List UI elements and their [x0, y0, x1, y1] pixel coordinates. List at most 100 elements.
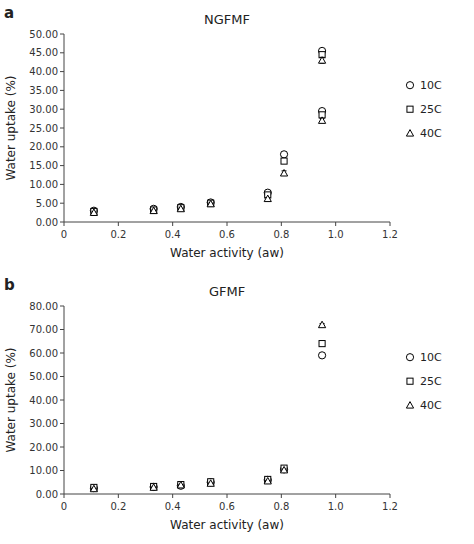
data-point	[207, 199, 214, 206]
chart-title: NGFMF	[204, 12, 250, 27]
legend-label: 25C	[420, 103, 442, 116]
x-tick-label: 0	[61, 501, 67, 512]
x-tick-label: 1.0	[328, 501, 344, 512]
x-tick-label: 1.2	[382, 229, 398, 240]
y-tick-label: 45.00	[29, 47, 58, 58]
data-point	[177, 482, 184, 489]
x-axis-label: Water activity (aw)	[170, 246, 284, 260]
y-tick-label: 40.00	[29, 395, 58, 406]
legend-label: 25C	[420, 375, 442, 388]
legend-label: 40C	[420, 399, 442, 412]
y-tick-label: 70.00	[29, 324, 58, 335]
x-tick	[118, 494, 119, 498]
x-tick-label: 0.4	[165, 229, 181, 240]
data-point	[151, 207, 157, 213]
x-axis-label: Water activity (aw)	[170, 518, 284, 532]
data-point	[90, 485, 97, 491]
data-point	[318, 321, 325, 327]
y-tick-label: 35.00	[29, 85, 58, 96]
x-tick	[335, 222, 336, 226]
data-point	[280, 466, 287, 473]
y-tick-label: 60.00	[29, 348, 58, 359]
data-point	[208, 200, 214, 206]
data-point	[318, 117, 325, 123]
data-point	[177, 205, 184, 211]
legend-label: 40C	[420, 127, 442, 140]
y-tick	[60, 146, 64, 147]
y-tick	[60, 306, 64, 307]
data-point	[319, 341, 325, 347]
x-tick-label: 1.2	[382, 501, 398, 512]
y-tick	[60, 109, 64, 110]
y-tick-label: 10.00	[29, 179, 58, 190]
data-point	[90, 485, 97, 492]
y-tick	[60, 494, 64, 495]
x-tick-label: 0	[61, 229, 67, 240]
legend-marker	[406, 130, 413, 136]
legend-marker	[406, 82, 413, 89]
panel-label: b	[4, 276, 15, 294]
data-point	[281, 158, 287, 164]
y-tick	[60, 128, 64, 129]
y-tick-label: 30.00	[29, 418, 58, 429]
plot-area	[90, 47, 325, 215]
data-point	[280, 170, 287, 176]
data-point	[264, 195, 271, 201]
series	[90, 47, 325, 214]
chart-figure: aNGFMF0.005.0010.0015.0020.0025.0030.003…	[0, 0, 474, 544]
y-tick-label: 80.00	[29, 301, 58, 312]
y-tick	[60, 90, 64, 91]
legend-marker	[407, 378, 413, 384]
series	[90, 57, 325, 216]
x-tick	[64, 222, 65, 226]
y-tick	[60, 52, 64, 53]
data-point	[264, 476, 271, 483]
legend-marker	[407, 106, 413, 112]
x-tick	[172, 222, 173, 226]
x-tick-label: 0.2	[110, 229, 126, 240]
data-point	[151, 483, 157, 489]
y-tick-label: 50.00	[29, 29, 58, 40]
x-tick-label: 0.6	[219, 501, 235, 512]
legend-marker	[406, 402, 413, 408]
x-tick	[227, 494, 228, 498]
data-point	[318, 352, 325, 359]
y-tick	[60, 353, 64, 354]
legend-label: 10C	[420, 351, 442, 364]
y-tick	[60, 470, 64, 471]
data-point	[207, 480, 214, 486]
y-tick-label: 20.00	[29, 141, 58, 152]
panel: aNGFMF0.005.0010.0015.0020.0025.0030.003…	[4, 4, 442, 260]
plot-area	[90, 321, 325, 492]
x-tick-label: 0.8	[273, 229, 289, 240]
x-tick	[281, 222, 282, 226]
x-tick	[390, 222, 391, 226]
x-tick	[172, 494, 173, 498]
y-tick-label: 40.00	[29, 66, 58, 77]
x-tick-label: 0.8	[273, 501, 289, 512]
y-tick	[60, 203, 64, 204]
x-tick-label: 0.6	[219, 229, 235, 240]
data-point	[318, 57, 325, 63]
data-point	[150, 484, 157, 490]
y-tick	[60, 329, 64, 330]
data-point	[177, 481, 184, 487]
x-tick	[227, 222, 228, 226]
y-tick	[60, 423, 64, 424]
y-tick-label: 10.00	[29, 465, 58, 476]
series	[91, 341, 325, 491]
y-tick-label: 0.00	[36, 217, 58, 228]
y-tick	[60, 184, 64, 185]
y-tick	[60, 34, 64, 35]
x-tick	[118, 222, 119, 226]
y-tick-label: 5.00	[36, 198, 58, 209]
legend-label: 10C	[420, 79, 442, 92]
y-tick-label: 50.00	[29, 371, 58, 382]
data-point	[207, 200, 214, 206]
chart-title: GFMF	[209, 284, 245, 299]
y-tick	[60, 71, 64, 72]
x-tick	[335, 494, 336, 498]
x-tick-label: 0.4	[165, 501, 181, 512]
series	[90, 321, 325, 492]
y-tick-label: 0.00	[36, 489, 58, 500]
